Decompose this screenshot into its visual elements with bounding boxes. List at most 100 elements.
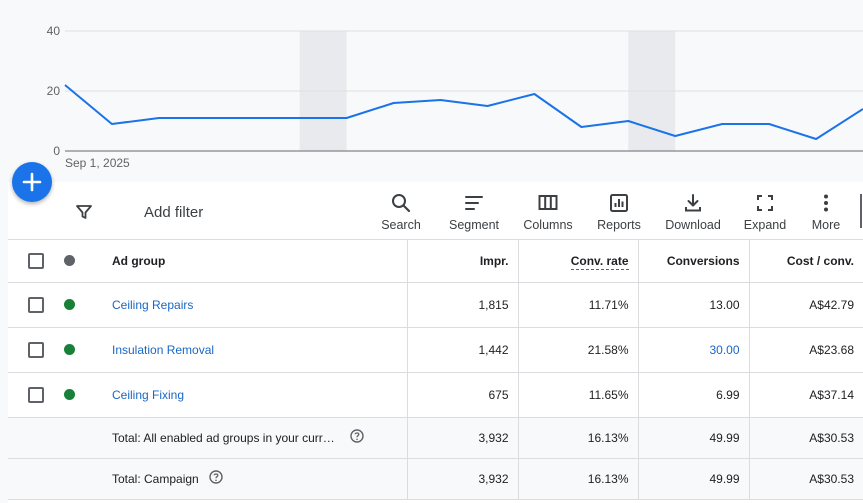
cost-conv-cell: A$30.53 [748,417,863,459]
conversions-cell: 6.99 [637,372,749,418]
add-filter-button[interactable]: Add filter [144,204,204,221]
conv-rate-cell: 11.65% [517,372,638,418]
cost-conv-cell: A$30.53 [748,458,863,500]
segment-icon [465,196,483,210]
download-button[interactable]: Download [660,192,726,232]
performance-chart: 0 20 40 Sep 1, 2025 [0,0,863,180]
conv-rate-header-label: Conv. rate [570,253,629,270]
ad-groups-panel: Add filter Search Segment Columns [8,182,863,503]
select-all-cell [8,240,62,283]
ad-group-name-cell: Ceiling Fixing [112,372,407,418]
columns-button[interactable]: Columns [515,192,581,232]
download-label: Download [665,218,721,232]
conversions-cell: 49.99 [637,417,749,459]
row-checkbox[interactable] [28,296,44,313]
status-header [62,240,112,283]
conv-rate-cell: 16.13% [517,417,638,459]
y-tick-label: 0 [53,144,60,158]
impr-cell: 3,932 [406,458,518,500]
ad-group-link[interactable]: Ceiling Fixing [112,387,185,402]
select-all-checkbox[interactable] [28,252,44,269]
columns-label: Columns [523,218,573,232]
conversions-link[interactable]: 30.00 [709,342,740,357]
download-icon [685,194,701,212]
expand-button[interactable]: Expand [732,192,798,232]
row-status-cell [62,327,112,373]
total-row-enabled: Total: All enabled ad groups in your cur… [8,417,863,459]
total-label-cell: Total: Campaign [112,458,407,500]
row-checkbox-cell [8,327,62,373]
reports-label: Reports [597,218,641,232]
conv-rate-cell: 11.71% [517,282,638,328]
row-checkbox-cell [8,282,62,328]
more-label: More [811,218,841,232]
conv-rate-cell: 16.13% [517,458,638,500]
search-label: Search [381,218,421,232]
expand-cell [8,458,62,500]
ad-group-name-cell: Ceiling Repairs [112,282,407,328]
more-button[interactable]: More [793,192,859,232]
plus-icon [22,172,42,192]
table-row: Ceiling Fixing 675 11.65% 6.99 A$37.14 [8,372,863,418]
row-status-cell [62,282,112,328]
table-row: Ceiling Repairs 1,815 11.71% 13.00 A$42.… [8,282,863,328]
expand-toggle-cell [62,458,112,500]
toolbar-divider [860,194,862,228]
expand-label: Expand [743,218,787,232]
total-label-cell: Total: All enabled ad groups in your cur… [112,417,407,459]
empty-cell [8,417,62,459]
columns-icon [538,195,558,210]
impr-cell: 1,442 [406,327,518,373]
segment-label: Segment [448,218,500,232]
create-button[interactable] [12,162,52,202]
ad-group-header[interactable]: Ad group [112,240,407,283]
total-row-campaign: Total: Campaign 3,932 16.13% 49.99 A$30.… [8,458,863,500]
total-label: Total: All enabled ad groups in your cur… [112,430,340,445]
search-button[interactable]: Search [368,192,434,232]
conv-rate-header[interactable]: Conv. rate [517,240,638,283]
reports-button[interactable]: Reports [586,192,652,232]
line-chart: 0 20 40 Sep 1, 2025 [47,24,863,170]
help-icon[interactable] [209,470,223,487]
ad-group-name-cell: Insulation Removal [112,327,407,373]
expand-icon [757,195,773,211]
row-checkbox-cell [8,372,62,418]
impr-cell: 1,815 [406,282,518,328]
impr-header[interactable]: Impr. [406,240,518,283]
table-toolbar: Add filter Search Segment Columns [8,182,863,240]
status-enabled-icon [64,389,75,400]
x-start-label: Sep 1, 2025 [65,156,130,170]
ad-group-link[interactable]: Ceiling Repairs [112,297,194,312]
conversions-cell: 30.00 [637,327,749,373]
row-checkbox[interactable] [28,386,44,403]
series-line [64,84,863,140]
conversions-header[interactable]: Conversions [637,240,749,283]
y-tick-label: 20 [47,84,61,98]
status-enabled-icon [64,344,75,355]
row-status-cell [62,372,112,418]
more-vert-icon [824,194,828,212]
ad-group-link[interactable]: Insulation Removal [112,342,215,357]
filter-icon[interactable] [74,202,94,227]
cost-conv-cell: A$23.68 [748,327,863,373]
impr-cell: 3,932 [406,417,518,459]
conversions-cell: 13.00 [637,282,749,328]
conversions-cell: 49.99 [637,458,749,500]
empty-cell [62,417,112,459]
status-header-icon [64,255,75,267]
cost-conv-header[interactable]: Cost / conv. [748,240,863,283]
help-icon[interactable] [350,429,364,446]
row-checkbox[interactable] [28,341,44,358]
table-row: Insulation Removal 1,442 21.58% 30.00 A$… [8,327,863,373]
search-icon [392,194,411,213]
y-tick-label: 40 [47,24,61,38]
table-header-row: Ad group Impr. Conv. rate Conversions Co… [8,240,863,283]
impr-cell: 675 [406,372,518,418]
cost-conv-cell: A$37.14 [748,372,863,418]
cost-conv-cell: A$42.79 [748,282,863,328]
conv-rate-cell: 21.58% [517,327,638,373]
total-label: Total: Campaign [112,471,199,486]
reports-icon [610,194,628,212]
status-enabled-icon [64,299,75,310]
segment-button[interactable]: Segment [441,192,507,232]
